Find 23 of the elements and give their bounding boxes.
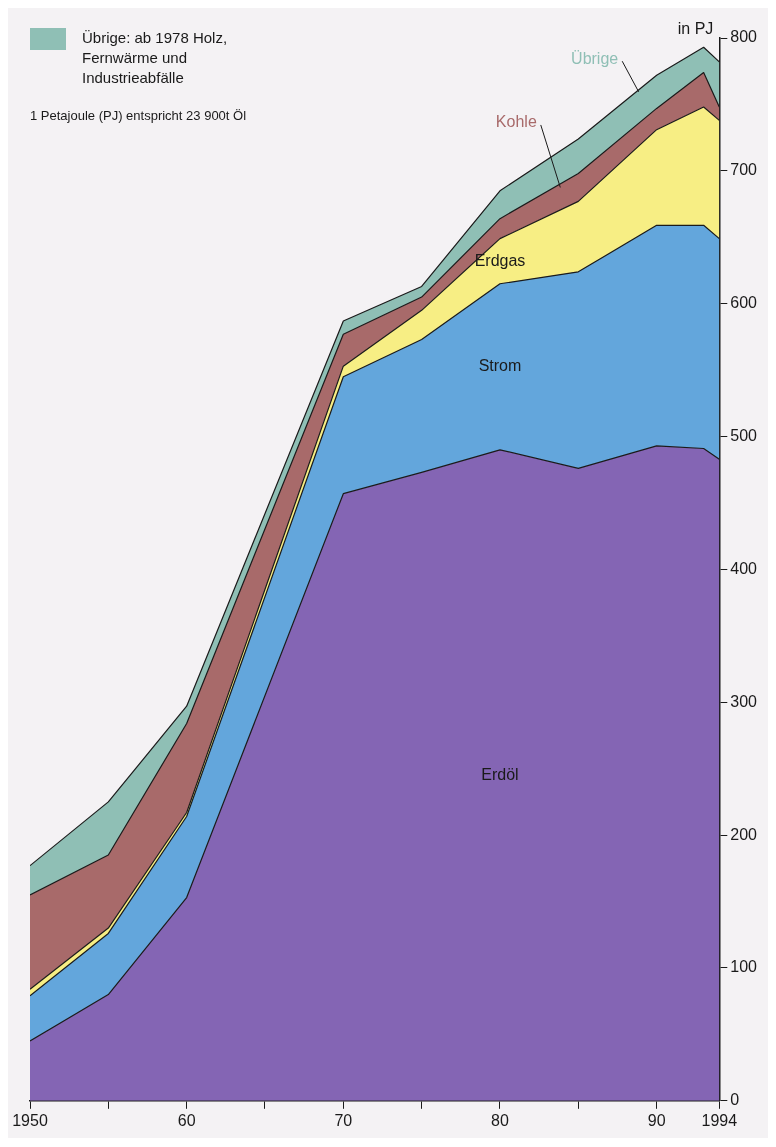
x-tick-label: 70: [334, 1111, 353, 1129]
y-tick-label: 100: [730, 958, 758, 976]
y-tick-label: 300: [730, 692, 758, 710]
x-tick-label: 80: [491, 1111, 509, 1129]
annotation: 1 Petajoule (PJ) entspricht 23 900t Öl: [30, 108, 247, 123]
x-tick-label: 1950: [12, 1111, 48, 1129]
series-label: Übrige: [571, 49, 619, 67]
y-tick-label: 200: [730, 825, 758, 843]
y-tick-label: 800: [730, 28, 758, 46]
x-tick-label: 1994: [701, 1111, 738, 1129]
x-tick-label: 60: [177, 1111, 196, 1129]
y-tick-label: 400: [730, 559, 758, 577]
y-tick-label: 600: [730, 294, 758, 312]
text: Kohle: [495, 113, 537, 131]
y-axis-title: in PJ: [677, 20, 714, 38]
y-tick-label: 700: [730, 161, 758, 179]
y-tick-label: 0: [730, 1091, 740, 1109]
x-tick-label: 90: [647, 1111, 666, 1129]
series-label: Strom: [478, 357, 522, 375]
series-label: Erdgas: [474, 251, 526, 269]
series-label: Erdöl: [481, 765, 519, 783]
y-tick-label: 500: [730, 426, 758, 444]
annotation: Übrige: ab 1978 Holz, Fernwärme und Industrieabfälle: [82, 28, 229, 88]
